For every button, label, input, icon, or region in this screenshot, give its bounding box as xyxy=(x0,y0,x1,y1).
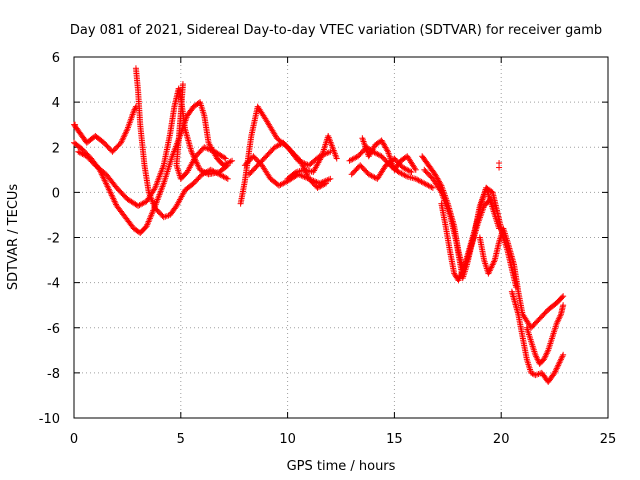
data-point xyxy=(327,175,334,182)
y-tick-label: 2 xyxy=(52,141,60,156)
y-tick-label: -4 xyxy=(47,277,60,292)
data-point xyxy=(224,162,231,169)
data-point xyxy=(291,170,298,177)
x-tick-label: 5 xyxy=(177,432,185,447)
y-tick-label: -2 xyxy=(47,232,60,247)
data-point xyxy=(278,140,285,147)
data-point xyxy=(429,184,436,191)
data-point xyxy=(486,197,493,204)
data-point xyxy=(229,157,236,164)
x-axis-label: GPS time / hours xyxy=(287,459,396,474)
data-point xyxy=(223,163,230,170)
data-point xyxy=(428,184,435,191)
data-point xyxy=(560,293,567,300)
data-point xyxy=(221,154,228,161)
data-point xyxy=(412,166,419,173)
data-point xyxy=(402,172,409,179)
data-point xyxy=(560,302,567,309)
data-point xyxy=(559,294,566,301)
x-tick-label: 0 xyxy=(70,432,78,447)
data-point xyxy=(323,180,330,187)
x-tick-label: 10 xyxy=(279,432,296,447)
y-tick-label: 0 xyxy=(52,186,60,201)
data-point xyxy=(222,155,229,162)
y-tick-label: -8 xyxy=(47,367,60,382)
y-axis-label: SDTVAR / TECUs xyxy=(6,184,21,291)
data-point xyxy=(321,181,328,188)
data-point xyxy=(384,147,391,154)
data-point xyxy=(223,175,230,182)
data-points xyxy=(71,65,567,385)
data-point xyxy=(333,155,340,162)
axis-ticks: 0 5 10 15 20 25 -10 -8 -6 -4 -2 0 2 4 6 xyxy=(39,51,617,447)
data-point xyxy=(224,175,231,182)
x-tick-label: 25 xyxy=(600,432,617,447)
y-tick-label: -6 xyxy=(47,322,60,337)
data-point xyxy=(407,168,414,175)
x-tick-label: 20 xyxy=(493,432,510,447)
chart-title: Day 081 of 2021, Sidereal Day-to-day VTE… xyxy=(70,23,602,38)
data-point xyxy=(496,164,503,171)
data-point xyxy=(560,351,567,358)
data-point xyxy=(227,158,234,165)
x-tick-label: 15 xyxy=(386,432,403,447)
data-point xyxy=(408,169,415,176)
y-tick-label: -10 xyxy=(39,412,60,427)
y-tick-label: 4 xyxy=(52,96,60,111)
y-tick-label: 6 xyxy=(52,51,60,66)
data-point xyxy=(72,121,79,128)
